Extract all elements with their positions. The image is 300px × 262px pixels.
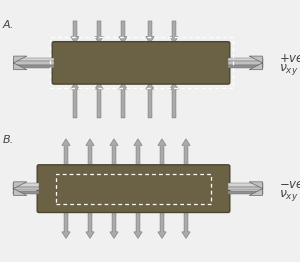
FancyArrow shape (71, 21, 79, 43)
Text: $+ve$: $+ve$ (279, 52, 300, 66)
Bar (56, 174, 212, 204)
Bar (14, 191, 39, 194)
FancyBboxPatch shape (52, 42, 230, 84)
FancyArrow shape (71, 83, 79, 118)
Text: $\nu_{xy}$: $\nu_{xy}$ (279, 62, 298, 77)
FancyArrow shape (62, 139, 70, 166)
Bar (228, 61, 262, 65)
FancyArrow shape (95, 21, 103, 43)
FancyArrow shape (182, 211, 190, 238)
FancyBboxPatch shape (37, 165, 230, 212)
FancyArrow shape (14, 56, 27, 70)
FancyArrow shape (110, 139, 118, 166)
Text: B.: B. (3, 135, 14, 145)
Bar (14, 58, 54, 61)
Bar (14, 187, 39, 190)
FancyArrow shape (249, 56, 262, 70)
FancyArrow shape (146, 21, 154, 43)
FancyArrow shape (134, 211, 142, 238)
Bar (14, 183, 39, 187)
Bar (228, 65, 262, 68)
Bar (14, 61, 54, 65)
FancyArrow shape (170, 21, 178, 43)
Text: $-ve$: $-ve$ (279, 178, 300, 191)
FancyArrow shape (182, 139, 190, 166)
FancyArrow shape (119, 83, 127, 118)
FancyArrow shape (14, 182, 27, 195)
FancyArrow shape (86, 211, 94, 238)
FancyArrow shape (86, 139, 94, 166)
FancyArrow shape (158, 211, 166, 238)
Bar (228, 187, 262, 190)
Bar (50, 37, 232, 88)
FancyArrow shape (146, 83, 154, 118)
FancyArrow shape (249, 182, 262, 195)
FancyArrow shape (119, 21, 127, 43)
FancyArrow shape (95, 83, 103, 118)
FancyArrow shape (134, 139, 142, 166)
FancyArrow shape (62, 211, 70, 238)
FancyArrow shape (170, 83, 178, 118)
FancyArrow shape (158, 139, 166, 166)
Bar (228, 58, 262, 61)
Text: A.: A. (3, 20, 14, 30)
Bar (228, 191, 262, 194)
Bar (14, 65, 54, 68)
FancyArrow shape (110, 211, 118, 238)
Bar (228, 183, 262, 187)
Text: $\nu_{xy}$: $\nu_{xy}$ (279, 188, 298, 203)
